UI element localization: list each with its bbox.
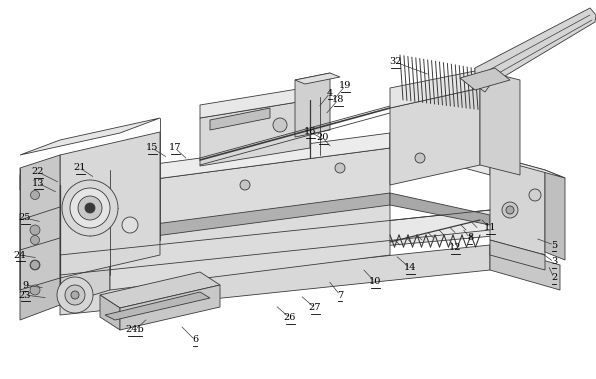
Text: 24: 24 <box>14 251 26 260</box>
Polygon shape <box>110 148 390 290</box>
Polygon shape <box>460 68 510 90</box>
Text: 19: 19 <box>339 81 351 91</box>
Polygon shape <box>60 245 490 315</box>
Text: 12: 12 <box>449 243 461 252</box>
Circle shape <box>502 202 518 218</box>
Text: 13: 13 <box>32 179 44 188</box>
Circle shape <box>335 163 345 173</box>
Circle shape <box>70 188 110 228</box>
Polygon shape <box>490 155 565 178</box>
Text: 25: 25 <box>19 213 31 222</box>
Polygon shape <box>100 272 220 308</box>
Polygon shape <box>390 193 490 225</box>
Polygon shape <box>490 240 545 270</box>
Circle shape <box>273 118 287 132</box>
Text: 5: 5 <box>551 241 557 249</box>
Text: 32: 32 <box>389 58 401 66</box>
Circle shape <box>62 180 118 236</box>
Text: 26: 26 <box>284 313 296 323</box>
Polygon shape <box>295 73 340 84</box>
Text: 16: 16 <box>304 127 316 136</box>
Polygon shape <box>100 295 120 330</box>
Polygon shape <box>20 170 110 200</box>
Polygon shape <box>105 292 210 320</box>
Polygon shape <box>60 210 560 275</box>
Text: 6: 6 <box>192 335 198 345</box>
Circle shape <box>30 260 40 270</box>
Text: 17: 17 <box>169 144 181 152</box>
Text: 21: 21 <box>74 163 86 172</box>
Text: 14: 14 <box>403 263 416 273</box>
Text: 3: 3 <box>551 257 557 266</box>
Polygon shape <box>390 133 490 175</box>
Text: 24b: 24b <box>126 326 144 335</box>
Text: 10: 10 <box>369 277 381 287</box>
Polygon shape <box>20 155 60 290</box>
Text: 11: 11 <box>484 224 496 232</box>
Text: 4: 4 <box>327 89 333 97</box>
Polygon shape <box>490 155 545 255</box>
Polygon shape <box>60 185 110 305</box>
Polygon shape <box>20 200 60 320</box>
Polygon shape <box>545 170 565 260</box>
Text: 18: 18 <box>332 96 344 105</box>
Text: 22: 22 <box>32 168 44 177</box>
Polygon shape <box>20 160 65 190</box>
Text: 23: 23 <box>18 290 31 299</box>
Text: 7: 7 <box>337 290 343 299</box>
Polygon shape <box>110 133 390 185</box>
Text: 2: 2 <box>551 274 557 282</box>
Polygon shape <box>295 73 330 137</box>
Polygon shape <box>200 100 310 166</box>
Text: 9: 9 <box>22 280 28 290</box>
Circle shape <box>30 285 40 295</box>
Circle shape <box>30 235 39 244</box>
Circle shape <box>85 203 95 213</box>
Polygon shape <box>200 87 310 118</box>
Circle shape <box>415 153 425 163</box>
Polygon shape <box>390 88 480 185</box>
Circle shape <box>30 191 39 199</box>
Text: 20: 20 <box>317 133 329 143</box>
Polygon shape <box>60 132 160 278</box>
Text: 8: 8 <box>467 233 473 243</box>
Circle shape <box>78 196 102 220</box>
Polygon shape <box>390 70 480 108</box>
Circle shape <box>57 277 93 313</box>
Circle shape <box>240 180 250 190</box>
Polygon shape <box>210 108 270 130</box>
Polygon shape <box>490 245 560 290</box>
Circle shape <box>506 206 514 214</box>
Circle shape <box>65 285 85 305</box>
Circle shape <box>71 291 79 299</box>
Circle shape <box>30 260 39 269</box>
Polygon shape <box>475 8 596 92</box>
Polygon shape <box>120 285 220 330</box>
Text: 15: 15 <box>146 144 158 152</box>
Text: 27: 27 <box>309 304 321 313</box>
Polygon shape <box>25 170 65 220</box>
Circle shape <box>122 217 138 233</box>
Polygon shape <box>110 193 390 242</box>
Circle shape <box>529 189 541 201</box>
Polygon shape <box>480 70 520 175</box>
Polygon shape <box>20 118 160 155</box>
Circle shape <box>30 225 40 235</box>
